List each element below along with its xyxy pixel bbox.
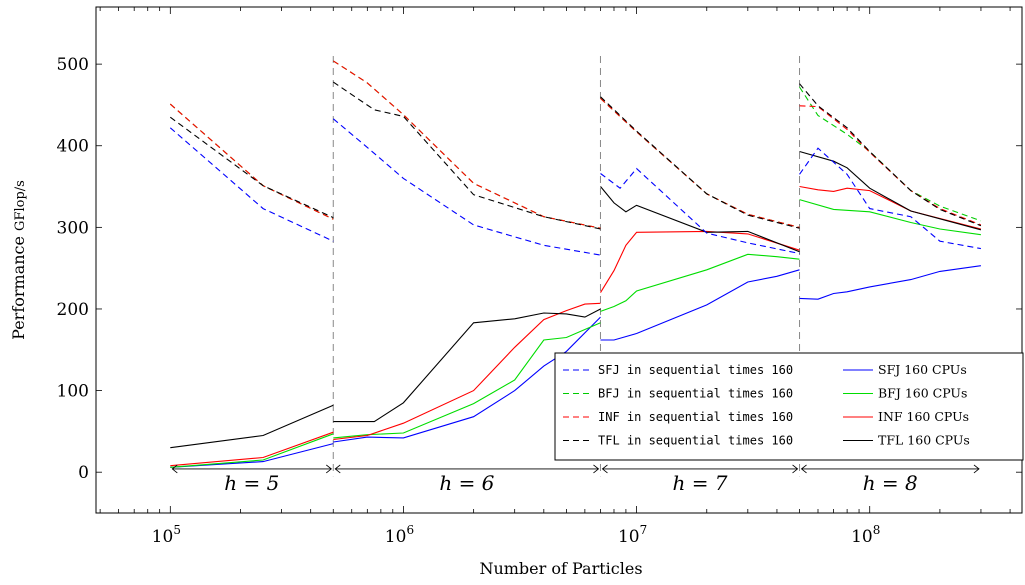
legend-label: INF 160 CPUs [878, 409, 969, 424]
x-tick-label: 107 [618, 523, 647, 547]
series-bfj-160-cpus [170, 199, 981, 468]
series-sfj-in-sequential-times-160 [169, 118, 981, 256]
series-line [169, 103, 334, 220]
x-tick-label: 105 [152, 523, 181, 547]
series-line [170, 404, 334, 449]
region-arrow-head-left [800, 464, 807, 474]
region-label: h = 7 [672, 471, 727, 495]
series-line [600, 230, 800, 293]
legend-label: BFJ in sequential times 160 [598, 387, 793, 401]
series-line [332, 118, 601, 256]
y-tick-label: 100 [57, 382, 89, 402]
legend-label: SFJ in sequential times 160 [598, 363, 793, 377]
x-tick-label: 106 [385, 523, 414, 547]
y-tick-label: 400 [57, 137, 89, 157]
y-axis-label-unit: GFlop/s [13, 180, 28, 231]
series-line [333, 60, 601, 229]
region-label: h = 6 [439, 471, 494, 495]
legend: SFJ in sequential times 160 SFJ 160 CPUs B… [554, 352, 1024, 461]
series-line [799, 199, 981, 236]
series-line [333, 302, 601, 441]
series-tfl-in-sequential-times-160 [169, 81, 982, 230]
region-annotations: h = 5 h = 6 h = 7 h = 8 [171, 464, 980, 495]
y-tick-label: 300 [57, 218, 89, 238]
region-arrow-head-left [171, 464, 178, 474]
series-line [600, 167, 800, 255]
y-tick-label: 500 [57, 55, 89, 75]
series-line [333, 308, 601, 423]
plot-frame [95, 6, 1023, 514]
legend-box [554, 352, 1024, 461]
series-line [333, 322, 601, 439]
legend-label: SFJ 160 CPUs [878, 362, 967, 377]
series-layer [169, 60, 982, 468]
series-line [600, 96, 800, 229]
series-line [799, 147, 981, 250]
x-axis-label: Number of Particles [479, 559, 642, 578]
region-arrow-head-right [792, 464, 799, 474]
tick-labels: 0 100 200 300 400 500 105 106 107 108 [57, 55, 881, 547]
legend-label: TFL 160 CPUs [878, 433, 970, 448]
region-label: h = 5 [224, 471, 279, 495]
y-tick-label: 200 [57, 300, 89, 320]
y-tick-label: 0 [78, 463, 89, 483]
region-arrow-head-right [593, 464, 600, 474]
series-line [600, 186, 800, 253]
series-line [799, 83, 982, 227]
series-tfl-160-cpus [170, 150, 982, 449]
x-tick-label: 108 [851, 523, 880, 547]
region-arrow-head-left [601, 464, 608, 474]
series-line [600, 97, 800, 228]
series-line [600, 253, 800, 312]
series-line [799, 265, 981, 300]
series-inf-in-sequential-times-160 [169, 60, 982, 229]
region-label: h = 8 [863, 471, 918, 495]
series-bfj-in-sequential-times-160 [169, 60, 982, 229]
region-arrow-head-left [334, 464, 341, 474]
series-line [799, 150, 982, 231]
series-line [169, 127, 334, 242]
series-line [170, 433, 334, 468]
region-arrow-head-right [973, 464, 980, 474]
y-axis-label-main: Performance [9, 236, 28, 340]
series-line [333, 60, 601, 229]
legend-label: TFL in sequential times 160 [598, 434, 793, 448]
y-axis-label: Performance GFlop/s [9, 180, 28, 340]
series-line [799, 86, 982, 222]
series-line [600, 97, 800, 228]
legend-label: INF in sequential times 160 [598, 410, 793, 424]
series-line [332, 81, 601, 230]
series-line [600, 269, 800, 341]
series-line [169, 103, 334, 220]
series-line [169, 116, 334, 219]
axis-ticks [96, 7, 1022, 513]
region-arrow-head-right [325, 464, 332, 474]
legend-label: BFJ 160 CPUs [878, 386, 967, 401]
series-line [170, 431, 334, 467]
